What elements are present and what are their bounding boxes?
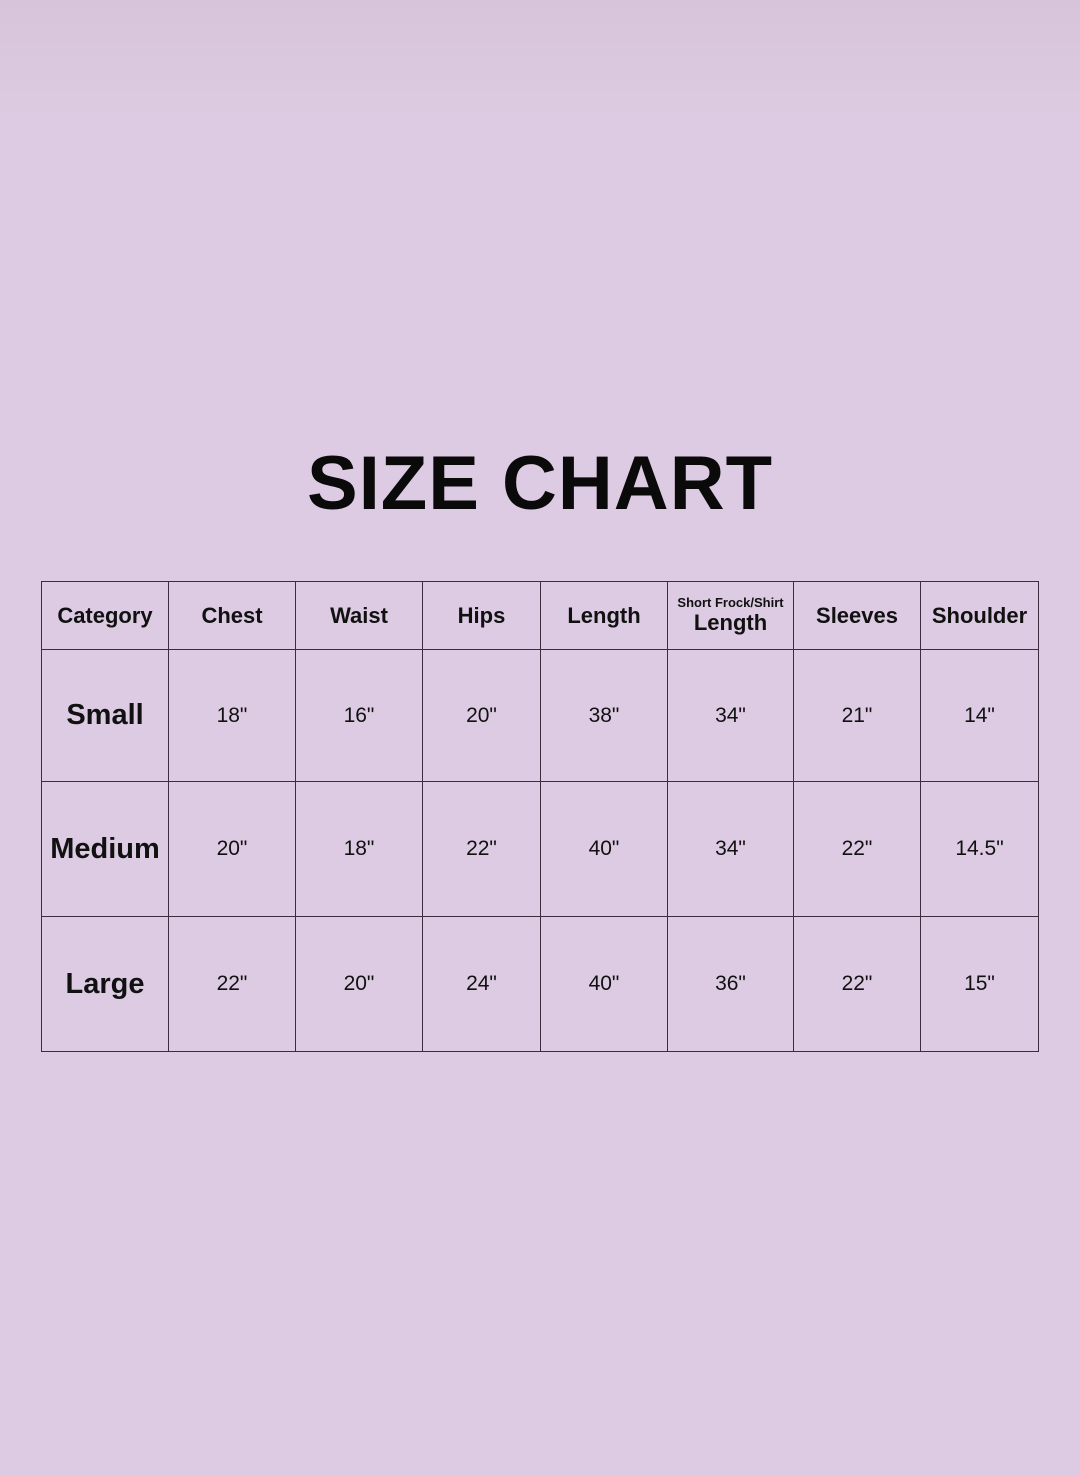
header-sublabel: Short Frock/Shirt [677,595,784,610]
size-chart-table: Category Chest Waist Hips Length Short F… [41,581,1039,1052]
measurement-cell: 14" [920,649,1039,782]
header-row: Category Chest Waist Hips Length Short F… [41,581,1039,650]
measurement-cell: 14.5" [920,781,1039,917]
measurement-cell: 22" [793,916,921,1052]
category-cell: Medium [41,781,169,917]
measurement-cell: 20" [422,649,541,782]
measurement-cell: 36" [667,916,794,1052]
header-hips: Hips [422,581,541,650]
table-row: Small 18" 16" 20" 38" 34" 21" 14" [41,649,1039,782]
measurement-cell: 34" [667,649,794,782]
measurement-cell: 21" [793,649,921,782]
measurement-cell: 18" [295,781,423,917]
header-label: Length [693,610,768,635]
header-waist: Waist [295,581,423,650]
measurement-cell: 15" [920,916,1039,1052]
page-title: SIZE CHART [307,441,773,526]
header-chest: Chest [168,581,296,650]
measurement-cell: 18" [168,649,296,782]
measurement-cell: 24" [422,916,541,1052]
measurement-cell: 22" [168,916,296,1052]
measurement-cell: 40" [540,781,668,917]
measurement-cell: 40" [540,916,668,1052]
measurement-cell: 34" [667,781,794,917]
category-cell: Large [41,916,169,1052]
header-length: Length [540,581,668,650]
header-category: Category [41,581,169,650]
measurement-cell: 20" [168,781,296,917]
table-row: Large 22" 20" 24" 40" 36" 22" 15" [41,916,1039,1052]
header-sleeves: Sleeves [793,581,921,650]
measurement-cell: 38" [540,649,668,782]
table-row: Medium 20" 18" 22" 40" 34" 22" 14.5" [41,781,1039,917]
category-cell: Small [41,649,169,782]
measurement-cell: 22" [422,781,541,917]
header-short-frock-length: Short Frock/Shirt Length [667,581,794,650]
measurement-cell: 16" [295,649,423,782]
measurement-cell: 20" [295,916,423,1052]
measurement-cell: 22" [793,781,921,917]
header-shoulder: Shoulder [920,581,1039,650]
